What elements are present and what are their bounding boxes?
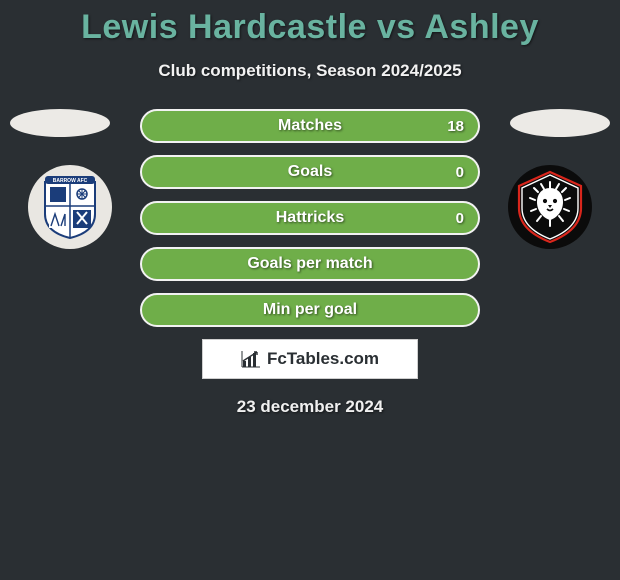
stat-right-value: 18 <box>447 118 464 135</box>
barrow-shield-icon: BARROW AFC <box>35 172 105 242</box>
stat-label: Goals <box>288 163 332 181</box>
salford-shield-icon <box>511 168 589 246</box>
player-right-avatar-oval <box>510 109 610 137</box>
svg-text:BARROW AFC: BARROW AFC <box>53 178 88 184</box>
date-label: 23 december 2024 <box>0 397 620 417</box>
stat-right-value: 0 <box>456 164 464 181</box>
stat-right-value: 0 <box>456 210 464 227</box>
club-badge-right <box>508 165 592 249</box>
bar-chart-icon <box>241 349 261 369</box>
stat-row-matches: Matches 18 <box>140 109 480 143</box>
stat-row-hattricks: Hattricks 0 <box>140 201 480 235</box>
stat-label: Min per goal <box>263 301 357 319</box>
stat-label: Hattricks <box>276 209 344 227</box>
stat-rows: Matches 18 Goals 0 Hattricks 0 Goals per… <box>140 109 480 327</box>
stat-row-goals-per-match: Goals per match <box>140 247 480 281</box>
player-left-avatar-oval <box>10 109 110 137</box>
club-badge-left: BARROW AFC <box>28 165 112 249</box>
stat-label: Goals per match <box>247 255 372 273</box>
subtitle: Club competitions, Season 2024/2025 <box>0 61 620 81</box>
stat-row-min-per-goal: Min per goal <box>140 293 480 327</box>
brand-label: FcTables.com <box>267 349 379 369</box>
page-title: Lewis Hardcastle vs Ashley <box>0 0 620 47</box>
comparison-arena: BARROW AFC <box>0 109 620 417</box>
brand-box: FcTables.com <box>202 339 418 379</box>
stat-label: Matches <box>278 117 342 135</box>
stat-row-goals: Goals 0 <box>140 155 480 189</box>
infographic-container: Lewis Hardcastle vs Ashley Club competit… <box>0 0 620 580</box>
